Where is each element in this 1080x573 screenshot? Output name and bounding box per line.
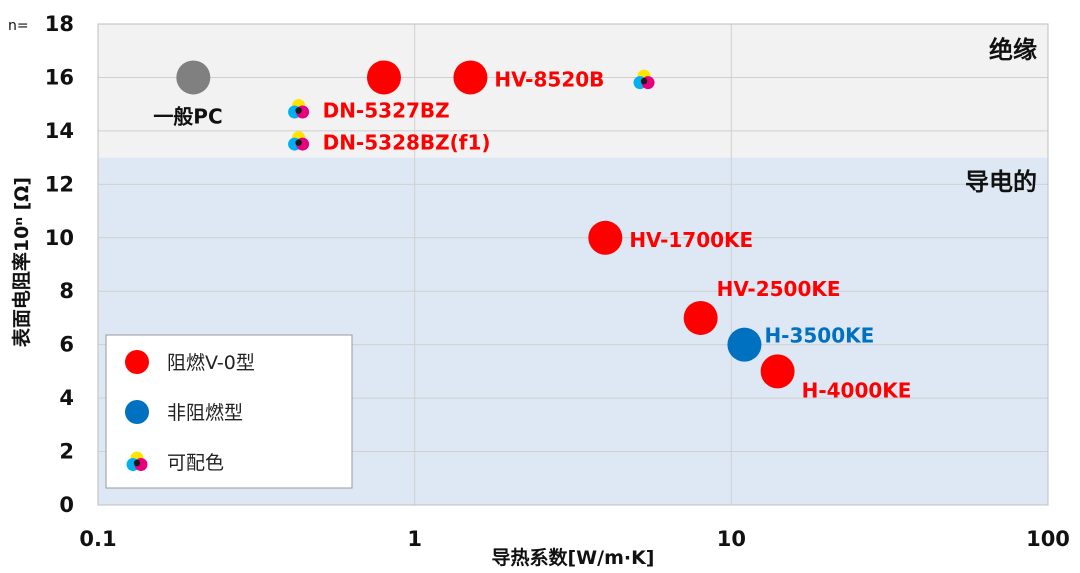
point-label: H-4000KE	[802, 378, 912, 402]
y-tick-label: 12	[45, 172, 74, 196]
icon-center-dot	[295, 139, 302, 146]
legend-color-matchable-icon	[126, 451, 148, 471]
grid-lines	[97, 23, 1049, 506]
y-tick-label: 16	[45, 65, 74, 89]
legend-red-dot	[125, 350, 149, 374]
legend-label: 可配色	[167, 452, 224, 474]
plot-frame	[97, 23, 1049, 506]
point-label: H-3500KE	[764, 324, 874, 348]
color-matchable-icon	[633, 69, 655, 90]
icon-center-dot	[133, 459, 141, 467]
y-tick-label: 2	[59, 440, 74, 464]
x-tick-label: 1	[407, 527, 422, 551]
point-label: DN-5328BZ(f1)	[323, 131, 491, 155]
y-tick-label: 4	[59, 386, 74, 410]
axes: n= 导热系数[W/m·K] 表面电阻率10ⁿ [Ω] 0 2 4 6 8 10 12 14 1…	[8, 12, 1070, 569]
x-axis-title: 导热系数[W/m·K]	[491, 546, 654, 569]
region-band-1	[98, 24, 1048, 158]
y-prefix: n=	[8, 18, 29, 34]
red-dot-point	[760, 354, 795, 389]
region-label-conductive: 导电的	[965, 168, 1037, 196]
icon-center-dot	[295, 107, 302, 114]
data-points: 一般PC HV-8520B DN-5327BZ DN-5328BZ(f1) HV-170…	[153, 60, 911, 402]
y-tick-label: 10	[45, 226, 74, 250]
point-label: HV-2500KE	[717, 277, 841, 301]
point-label: 一般PC	[153, 104, 222, 128]
x-tick-label: 10	[717, 527, 746, 551]
red-dot-point	[683, 300, 718, 335]
point-label: HV-8520B	[494, 67, 604, 91]
red-dot-point	[366, 60, 401, 95]
x-tick-label: 100	[1026, 527, 1070, 551]
y-tick-label: 14	[45, 119, 74, 143]
red-dot-point	[453, 60, 488, 95]
legend-label: 非阻燃型	[167, 402, 243, 424]
blue-dot-point	[727, 327, 762, 362]
legend-label: 阻燃V-0型	[167, 352, 255, 374]
point-label: HV-1700KE	[629, 228, 753, 252]
y-tick-label: 8	[59, 279, 74, 303]
gray-dot-point	[176, 60, 211, 95]
region-label-insulating: 绝缘	[989, 36, 1037, 64]
y-tick-label: 6	[59, 333, 74, 357]
red-dot-point	[588, 220, 623, 255]
x-tick-label: 0.1	[79, 527, 116, 551]
point-label: DN-5327BZ	[323, 99, 450, 123]
color-matchable-icon	[288, 131, 310, 151]
y-axis-title: 表面电阻率10ⁿ [Ω]	[10, 177, 33, 347]
legend-blue-dot	[125, 400, 149, 424]
y-tick-label: 18	[45, 12, 74, 36]
color-matchable-icon	[288, 99, 310, 119]
icon-center-dot	[640, 77, 648, 85]
y-tick-label: 0	[59, 493, 74, 517]
